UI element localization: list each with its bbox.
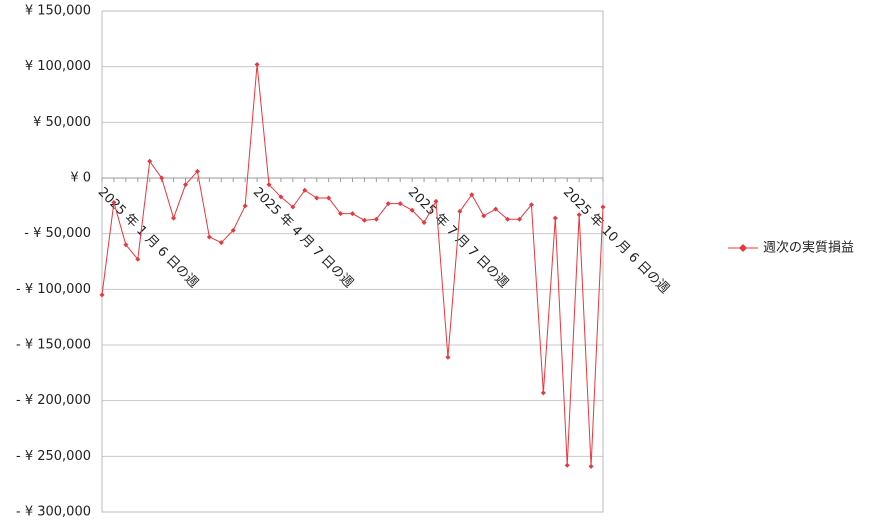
y-tick-label: - ¥ 250,000 xyxy=(16,449,91,464)
legend-label: 週次の実質損益 xyxy=(763,240,854,256)
point xyxy=(278,194,284,200)
point xyxy=(230,227,236,233)
point xyxy=(588,463,594,469)
point xyxy=(290,204,296,210)
point xyxy=(552,215,558,221)
point xyxy=(159,175,165,181)
x-tick-label: 2025 年 1 月 6 日の週 xyxy=(95,185,201,291)
point xyxy=(111,199,117,205)
point xyxy=(194,168,200,174)
point xyxy=(600,204,606,210)
y-tick-label: - ¥ 300,000 xyxy=(16,505,91,520)
point xyxy=(123,242,129,248)
y-tick-label: - ¥ 50,000 xyxy=(24,226,91,241)
point xyxy=(469,192,475,198)
point xyxy=(457,208,463,214)
point xyxy=(302,187,308,193)
point xyxy=(385,201,391,207)
point xyxy=(326,195,332,201)
point xyxy=(421,220,427,226)
y-tick-label: ¥ 100,000 xyxy=(25,59,91,74)
plot-border xyxy=(101,10,604,513)
y-tick-label: ¥ 0 xyxy=(70,171,91,186)
point xyxy=(206,234,212,240)
point xyxy=(183,182,188,188)
y-tick-label: - ¥ 150,000 xyxy=(16,338,91,353)
point xyxy=(361,217,367,223)
x-tick-label: 2025 年 4 月 7 日の週 xyxy=(250,185,356,291)
point xyxy=(350,211,355,217)
point xyxy=(171,215,177,221)
point xyxy=(540,390,546,396)
point xyxy=(254,61,260,67)
y-tick-label: ¥ 50,000 xyxy=(33,115,91,130)
point xyxy=(528,202,534,208)
point xyxy=(314,195,320,201)
point xyxy=(147,158,153,164)
point xyxy=(99,292,105,298)
point xyxy=(409,207,415,213)
point xyxy=(135,256,141,262)
point xyxy=(373,216,379,222)
point xyxy=(266,182,272,188)
point xyxy=(576,212,582,218)
point xyxy=(338,211,344,217)
legend-marker xyxy=(739,244,747,252)
point xyxy=(242,203,248,209)
point xyxy=(493,206,499,212)
point xyxy=(218,240,224,246)
point xyxy=(433,198,439,204)
point xyxy=(445,354,451,360)
point xyxy=(481,213,487,219)
point xyxy=(564,462,570,468)
y-tick-label: - ¥ 200,000 xyxy=(16,393,91,408)
y-tick-label: ¥ 150,000 xyxy=(25,4,91,19)
point xyxy=(505,216,511,222)
y-tick-label: - ¥ 100,000 xyxy=(16,282,91,297)
x-tick-label: 2025 年 10 月 6 日の週 xyxy=(560,185,672,297)
point xyxy=(517,216,522,222)
point xyxy=(397,201,403,207)
